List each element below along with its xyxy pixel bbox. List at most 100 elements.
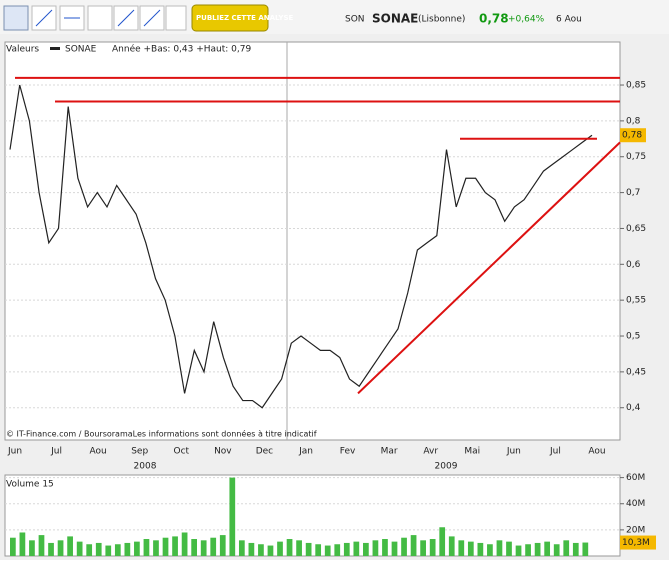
volume-bar [258,544,264,556]
volume-bar [238,540,245,556]
volume-bar [105,545,112,556]
volume-bar [525,544,531,556]
ad-button[interactable] [191,4,269,32]
x-tick-label: Fev [340,447,356,457]
volume-bar [420,540,426,556]
y-tick-label: 0,5 [626,332,640,342]
volume-bar [38,535,45,556]
x-tick-label: Nov [214,447,232,457]
y-tick-label: 60M [626,473,645,483]
x-tick-label: Jul [50,447,62,457]
volume-bar [143,539,150,556]
volume-bar [114,544,121,556]
volume-bar [134,541,140,556]
icon [143,9,161,27]
volume-bar [343,542,350,556]
x-tick-label: Aou [90,447,107,457]
year-label: 2009 [435,462,458,472]
x-tick-label: Mar [381,447,398,457]
header-change: +0,64% [508,15,545,25]
x-tick-label: Jul [549,447,561,457]
volume-bar [353,541,360,556]
volume-bar [210,537,217,556]
volume-bar [515,545,522,556]
y-tick-label: 0,65 [626,224,646,234]
y-tick-label: 0,85 [626,81,646,91]
volume-bar [391,541,398,556]
volume-bar [10,537,16,556]
last-value-label: 10,3M [622,538,650,548]
volume-bar [487,544,493,556]
volume-bar [448,536,455,556]
x-tick-label: Avr [423,447,438,457]
volume-bar [181,532,188,556]
volume-bar [200,540,207,556]
volume-bar [401,537,407,556]
volume-bar [372,540,379,556]
y-tick-label: 20M [626,525,645,535]
volume-bar [534,542,541,556]
price-line [9,84,593,409]
volume-bar [315,544,322,556]
volume-bar [458,540,465,556]
x-tick-label: Aou [588,447,605,457]
header-name: SONAE [372,12,418,26]
x-tick-label: Oct [174,447,190,457]
volume-bar [219,535,226,556]
x-tick-label: Sep [131,447,148,457]
x-tick-label: Jun [7,447,22,457]
volume-bar [496,540,503,556]
volume-bar [95,542,102,556]
toolbar-buttons: PUBLIEZ CETTE ANALYSE [3,4,294,32]
volume-bar [229,477,236,556]
icon [35,9,53,27]
header-prefix: SON [345,15,365,25]
source-note: © IT-Finance.com / BoursoramaLes informa… [6,429,317,439]
volume-panel [4,474,621,557]
legend-swatch [50,47,60,50]
volume-bar [296,540,302,556]
volume-bar [305,542,312,556]
volume-bar [582,542,589,556]
volume-bar [467,541,474,556]
legend-range: Année +Bas: 0,43 +Haut: 0,79 [112,44,251,55]
x-tick-label: Jan [298,447,313,457]
x-tick-label: Mai [464,447,480,457]
y-tick-label: 0,45 [626,367,646,377]
volume-bar [86,544,93,556]
x-tick-label: Dec [256,447,273,457]
volume-bar [324,545,331,556]
last-value-box [620,535,656,550]
y-tick-label: 0,6 [626,260,641,270]
ad-text: PUBLIEZ CETTE ANALYSE [196,14,294,22]
volume-bar [363,542,369,556]
volume-bar [191,539,198,556]
y-tick-label: 40M [626,499,645,509]
volume-bar [153,540,159,556]
year-label: 2008 [134,462,157,472]
volume-bar [334,544,341,556]
volume-bar [248,542,255,556]
volume-bar [277,541,283,556]
header-market: (Lisbonne) [418,15,465,25]
volume-bar [572,542,579,556]
volume-bar [67,536,73,556]
last-value-box [620,128,646,143]
volume-bar [76,541,83,556]
volume-bar [506,541,512,556]
volume-bar [162,537,169,556]
last-value-label: 0,78 [622,131,642,141]
zoom-button[interactable] [3,5,29,31]
volume-bar [29,540,35,556]
header-date: 6 Aou [556,15,582,25]
y-tick-label: 0,8 [626,116,641,126]
fibo-tool[interactable] [87,5,113,31]
volume-bar [172,536,178,556]
volume-bar [57,540,64,556]
y-tick-label: 0,75 [626,152,646,162]
volume-bar [286,539,293,556]
trend-line [357,141,621,395]
volume-bar [477,542,484,556]
delete-tool[interactable] [165,5,187,31]
volume-title: Volume 15 [6,480,54,490]
